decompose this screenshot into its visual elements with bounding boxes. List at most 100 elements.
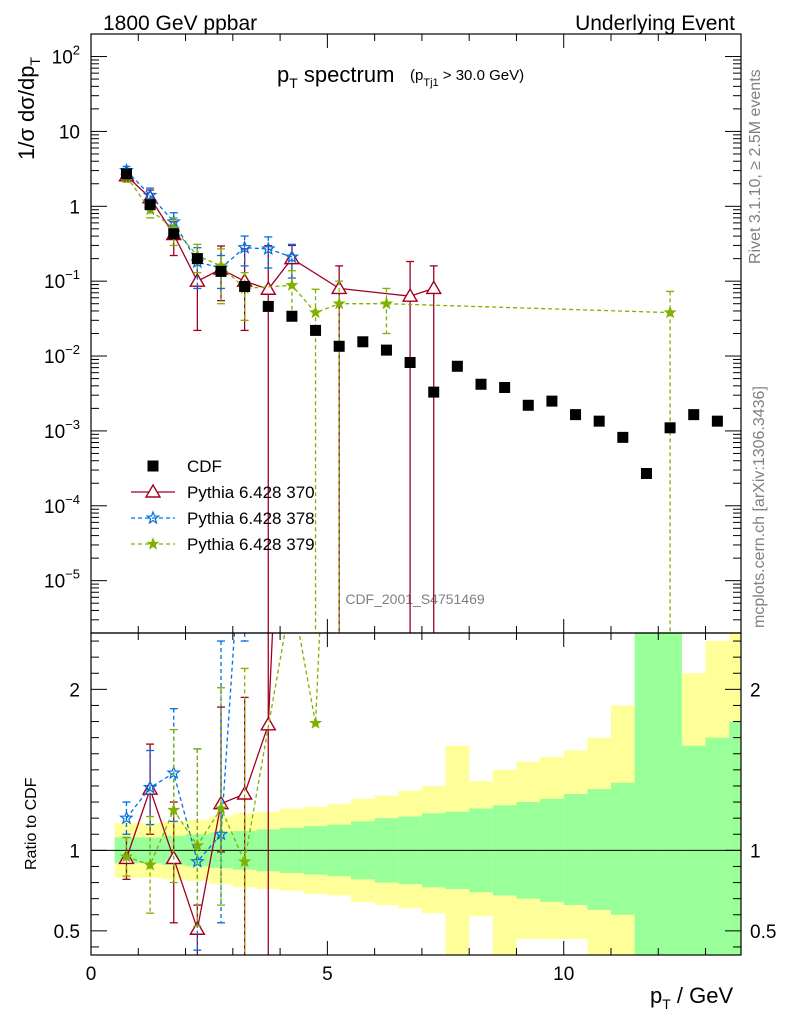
series-cdf <box>120 168 723 479</box>
analysis-label: CDF_2001_S4751469 <box>345 591 485 607</box>
inner-band-bin <box>658 633 682 955</box>
legend-marker <box>144 483 162 498</box>
data-point <box>260 241 276 256</box>
inner-band-bin <box>705 737 730 955</box>
ratio-point <box>167 803 181 816</box>
legend-label: Pythia 6.428 370 <box>187 483 315 502</box>
ratio-point <box>308 716 323 729</box>
ratio-point <box>190 838 204 852</box>
data-point <box>475 378 487 390</box>
data-point <box>401 287 419 302</box>
mcplots-label: mcplots.cern.ch [arXiv:1306.3436] <box>751 386 768 628</box>
ratio-point <box>119 810 134 825</box>
y-tick-label: 1 <box>69 197 80 218</box>
ratio-y-tick-label-right: 1 <box>750 841 761 862</box>
data-point <box>425 280 442 295</box>
data-point <box>142 187 158 202</box>
data-point <box>144 199 156 211</box>
series-line <box>126 170 293 269</box>
y-axis-label-ratio: Ratio to CDF <box>23 777 40 870</box>
legend-entry: CDF <box>147 457 222 476</box>
data-point <box>664 422 676 434</box>
legend-entry: Pythia 6.428 370 <box>131 483 315 502</box>
ratio-point <box>236 785 253 800</box>
data-point <box>286 310 298 322</box>
ratio-y-tick-label-right: 2 <box>750 680 761 701</box>
ratio-point <box>238 854 252 868</box>
legend-entry: Pythia 6.428 378 <box>131 509 315 528</box>
data-point <box>451 360 463 372</box>
data-point <box>404 356 416 368</box>
header-right: Underlying Event <box>575 12 735 35</box>
legend-entry: Pythia 6.428 379 <box>131 535 315 554</box>
x-axis-label: pT / GeV <box>650 983 733 1012</box>
ratio-uncertainty-bands <box>114 633 741 955</box>
y-tick-label: 10−3 <box>44 417 80 443</box>
y-axis-label-top: 1/σ dσ/dpT <box>14 57 43 160</box>
data-point <box>570 409 582 421</box>
ratio-y-tick-label: 0.5 <box>54 922 80 943</box>
legend-label: Pythia 6.428 379 <box>187 535 315 554</box>
data-point <box>640 467 652 479</box>
legend-marker <box>146 537 160 550</box>
ratio-panel-frame <box>90 632 742 956</box>
data-point <box>332 296 346 310</box>
ratio-point <box>214 801 228 814</box>
x-tick-label: 0 <box>86 964 97 985</box>
ratio-panel-series <box>118 633 323 955</box>
header-left: 1800 GeV ppbar <box>103 12 257 35</box>
series-pythia-6.428-379 <box>119 169 677 633</box>
data-point <box>688 409 700 421</box>
y-tick-label: 10−5 <box>44 567 80 593</box>
data-point <box>333 340 345 352</box>
data-point <box>120 168 132 180</box>
y-tick-label: 10−1 <box>44 267 80 293</box>
rivet-label: Rivet 3.1.10, ≥ 2.5M events <box>747 69 764 264</box>
data-point <box>262 300 274 312</box>
legend: CDF Pythia 6.428 370 Pythia 6.428 378 Pythi… <box>131 457 315 554</box>
data-point <box>617 431 629 443</box>
data-point <box>310 324 322 336</box>
data-point <box>379 296 394 310</box>
axis-ticks: 0 5 10 102 10 1 10−1 10−2 10−3 10−4 10−5 0.5 0.5 1 1 2 2 <box>44 33 776 985</box>
data-point <box>522 399 534 411</box>
data-point <box>191 253 203 265</box>
x-tick-label: 5 <box>322 964 333 985</box>
data-point <box>215 265 227 277</box>
data-point <box>284 249 300 264</box>
data-point <box>285 278 299 291</box>
data-point <box>711 415 723 427</box>
data-point <box>380 344 392 356</box>
x-tick-label: 10 <box>553 964 574 985</box>
main-panel-series <box>118 162 723 633</box>
legend-label: Pythia 6.428 378 <box>187 509 315 528</box>
ratio-y-tick-label-right: 0.5 <box>750 922 776 943</box>
ratio-y-tick-label: 2 <box>69 680 80 701</box>
data-point <box>168 228 180 240</box>
y-tick-label: 10 <box>59 122 80 143</box>
data-point <box>593 415 605 427</box>
y-tick-label: 10−4 <box>44 492 80 518</box>
plot-title: pT spectrum <box>277 62 394 91</box>
ratio-point <box>143 857 157 871</box>
data-point <box>260 280 277 295</box>
ratio-point <box>142 779 158 794</box>
inner-band-bin <box>729 721 741 955</box>
ratio-y-tick-label: 1 <box>69 841 80 862</box>
series-pythia-6.428-378 <box>119 162 300 290</box>
legend-marker <box>147 460 159 472</box>
data-point <box>357 336 369 348</box>
plot-subtitle-cut: (pTj1 > 30.0 GeV) <box>410 67 524 89</box>
ratio-point <box>119 849 134 863</box>
ratio-point <box>260 716 277 731</box>
data-point <box>546 395 558 407</box>
data-point <box>237 239 252 254</box>
data-point <box>499 382 511 394</box>
data-point <box>663 305 677 319</box>
series-pythia-6.428-370 <box>118 167 442 633</box>
y-tick-label: 10−2 <box>44 342 80 368</box>
data-point <box>330 280 348 295</box>
inner-band-bin <box>634 633 659 955</box>
ratio-series-pythia-6.428-379 <box>119 633 323 955</box>
inner-band-bin <box>563 794 588 906</box>
